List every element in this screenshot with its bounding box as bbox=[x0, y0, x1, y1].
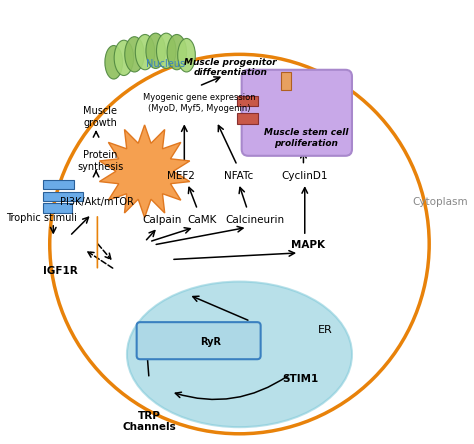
Text: Protein
synthesis: Protein synthesis bbox=[77, 151, 124, 172]
Text: IGF1R: IGF1R bbox=[44, 266, 78, 277]
FancyBboxPatch shape bbox=[43, 203, 72, 213]
Text: Ca²⁺
Activity: Ca²⁺ Activity bbox=[117, 263, 170, 291]
Text: MEF2: MEF2 bbox=[167, 170, 195, 181]
FancyBboxPatch shape bbox=[137, 322, 261, 359]
Text: TRP
Channels: TRP Channels bbox=[122, 411, 176, 432]
Text: CyclinD1: CyclinD1 bbox=[282, 170, 328, 181]
Text: Muscle stem cell
proliferation: Muscle stem cell proliferation bbox=[264, 128, 349, 148]
Text: Calpain: Calpain bbox=[143, 215, 182, 225]
Text: Muscle
growth: Muscle growth bbox=[83, 106, 118, 128]
FancyBboxPatch shape bbox=[237, 114, 257, 124]
FancyBboxPatch shape bbox=[242, 70, 352, 156]
Text: Cytoplasm: Cytoplasm bbox=[412, 197, 468, 207]
Text: STIM1: STIM1 bbox=[282, 374, 319, 384]
Text: MAPK: MAPK bbox=[291, 240, 325, 250]
Ellipse shape bbox=[167, 35, 186, 70]
Ellipse shape bbox=[125, 37, 144, 72]
Text: Myogenic gene expression
(MyoD, Myf5, Myogenin): Myogenic gene expression (MyoD, Myf5, My… bbox=[143, 93, 255, 113]
Ellipse shape bbox=[178, 39, 195, 72]
FancyBboxPatch shape bbox=[281, 71, 291, 90]
Text: CaMK: CaMK bbox=[187, 215, 217, 225]
Ellipse shape bbox=[127, 281, 352, 427]
Ellipse shape bbox=[105, 46, 123, 79]
Ellipse shape bbox=[114, 40, 134, 75]
Ellipse shape bbox=[50, 54, 429, 434]
FancyBboxPatch shape bbox=[43, 191, 83, 201]
Text: NFATc: NFATc bbox=[224, 170, 253, 181]
Text: RyR: RyR bbox=[200, 337, 221, 347]
Text: Muscle progenitor
differentiation: Muscle progenitor differentiation bbox=[184, 58, 277, 77]
FancyBboxPatch shape bbox=[237, 96, 257, 107]
Text: Nucleus: Nucleus bbox=[146, 59, 185, 69]
Text: Calcineurin: Calcineurin bbox=[225, 215, 284, 225]
Polygon shape bbox=[100, 125, 190, 218]
Ellipse shape bbox=[136, 35, 155, 70]
Text: Trophic stimuli: Trophic stimuli bbox=[6, 214, 77, 223]
Ellipse shape bbox=[146, 33, 165, 68]
Text: ER: ER bbox=[318, 325, 333, 335]
Ellipse shape bbox=[156, 33, 176, 68]
FancyBboxPatch shape bbox=[43, 180, 74, 189]
Text: PI3K/Akt/mTOR: PI3K/Akt/mTOR bbox=[61, 197, 134, 207]
